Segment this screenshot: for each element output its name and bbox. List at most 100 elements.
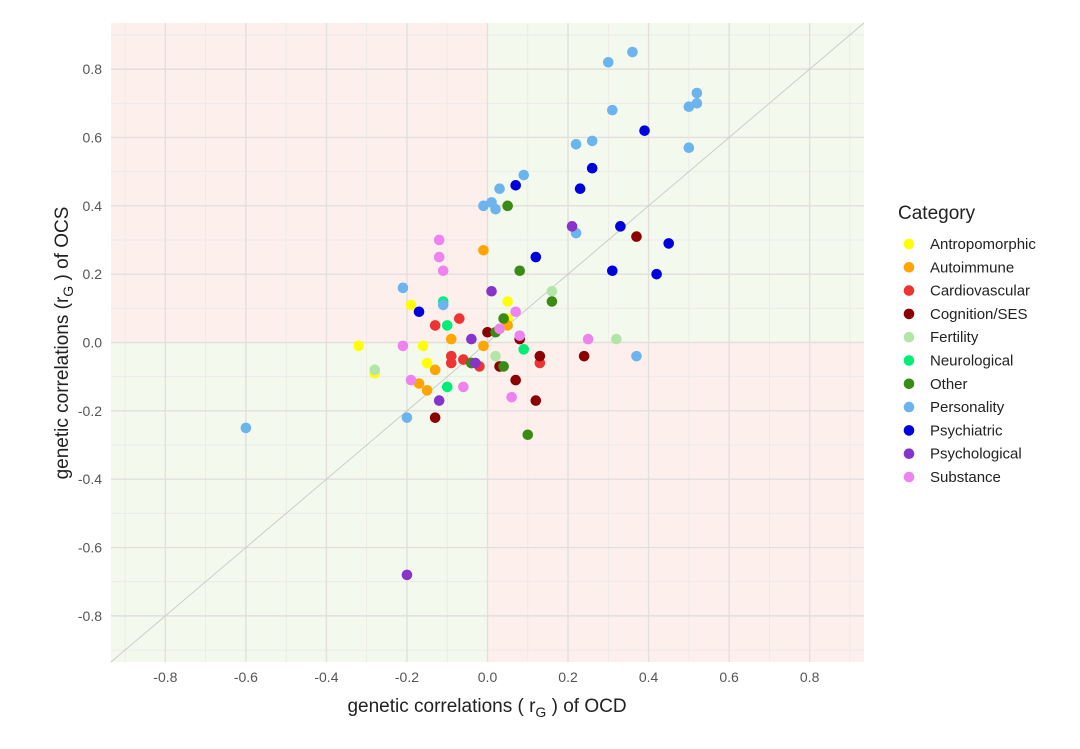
legend-label: Substance <box>930 469 1001 486</box>
point-personality <box>691 98 703 109</box>
point-psychological <box>433 395 445 406</box>
point-substance <box>433 251 445 263</box>
x-tick-label: -0.4 <box>314 669 338 685</box>
legend-label: Other <box>930 376 968 393</box>
point-antropomorphic <box>502 296 513 307</box>
y-tick-label: -0.6 <box>78 540 102 556</box>
legend-title: Category <box>898 203 976 224</box>
point-substance <box>514 330 526 341</box>
point-autoimmune <box>421 385 433 396</box>
legend-label: Psychiatric <box>930 422 1003 439</box>
y-tick-label: 0.8 <box>83 61 103 77</box>
point-psychiatric <box>639 125 650 136</box>
x-tick-label: 0.8 <box>800 669 820 685</box>
point-psychiatric <box>663 238 675 249</box>
point-substance <box>405 374 417 386</box>
point-cognition-ses <box>530 395 542 406</box>
x-tick-label: 0.6 <box>719 669 739 685</box>
legend-swatch <box>903 471 915 483</box>
point-autoimmune <box>413 378 425 389</box>
point-cognition-ses <box>510 374 521 386</box>
legend-label: Autoimmune <box>930 259 1014 276</box>
legend-swatch <box>903 331 915 343</box>
point-antropomorphic <box>421 357 433 369</box>
gridlines <box>111 23 864 662</box>
legend-label: Cardiovascular <box>930 283 1030 300</box>
point-psychiatric <box>586 162 598 174</box>
point-antropomorphic <box>417 340 429 352</box>
point-fertility <box>490 350 501 362</box>
point-cardiovascular <box>458 354 469 365</box>
point-personality <box>683 101 695 113</box>
legend: Antropomorphic Autoimmune Cardiovascular Co… <box>903 236 1036 486</box>
x-tick-label: -0.6 <box>234 669 258 685</box>
point-personality <box>691 87 703 99</box>
point-psychological <box>401 569 413 581</box>
quadrant-bottom-right <box>487 342 864 662</box>
legend-label: Antropomorphic <box>930 236 1036 253</box>
point-substance <box>494 323 505 335</box>
point-substance <box>582 333 594 345</box>
point-psychological <box>566 221 578 232</box>
x-axis-title: genetic correlations ( rG ) of OCD <box>347 696 626 720</box>
point-psychological <box>470 357 481 369</box>
y-tick-label: -0.2 <box>78 403 102 419</box>
y-tick-label: 0.0 <box>83 335 103 351</box>
point-autoimmune <box>478 244 489 256</box>
x-tick-label: 0.2 <box>558 669 578 685</box>
tick-labels: -0.8 -0.6 -0.4 -0.2 0.0 0.2 0.4 0.6 0.8 -0.8 -0.6 -… <box>78 61 820 685</box>
point-cognition-ses <box>482 326 493 338</box>
point-autoimmune <box>445 333 457 345</box>
point-cardiovascular <box>429 320 441 331</box>
legend-label: Neurological <box>930 353 1013 370</box>
legend-label: Psychological <box>930 446 1022 463</box>
point-cognition-ses <box>631 231 642 242</box>
point-cognition-ses <box>578 350 590 362</box>
point-cognition-ses <box>429 412 441 423</box>
point-psychiatric <box>510 180 521 191</box>
point-autoimmune <box>478 340 489 352</box>
point-fertility <box>546 285 558 297</box>
quadrant-top-left <box>111 23 488 343</box>
legend-swatch <box>903 262 915 273</box>
legend-swatch <box>903 401 915 413</box>
point-personality <box>240 422 252 434</box>
point-cardiovascular <box>445 357 457 369</box>
point-personality <box>631 350 642 362</box>
point-substance <box>437 265 449 277</box>
point-neurological <box>441 381 453 393</box>
x-tick-label: -0.8 <box>153 669 177 685</box>
y-tick-label: 0.6 <box>83 129 103 145</box>
legend-swatch <box>903 238 915 250</box>
point-other <box>522 429 534 441</box>
point-psychiatric <box>607 265 618 277</box>
x-tick-label: 0.0 <box>478 669 498 685</box>
point-neurological <box>518 344 530 355</box>
legend-swatch <box>903 285 915 296</box>
point-personality <box>607 104 618 116</box>
point-cardiovascular <box>454 313 465 324</box>
y-tick-label: 0.4 <box>83 198 103 214</box>
point-substance <box>433 234 445 246</box>
point-personality <box>683 142 695 154</box>
y-tick-label: -0.4 <box>78 471 102 487</box>
legend-swatch <box>903 355 915 366</box>
point-fertility <box>611 333 622 345</box>
legend-swatch <box>903 425 915 436</box>
y-axis-title: genetic correlations (rG ) of OCS <box>52 207 76 480</box>
point-personality <box>397 282 409 294</box>
point-personality <box>627 46 638 58</box>
point-substance <box>506 391 517 403</box>
x-tick-label: -0.2 <box>395 669 419 685</box>
point-psychiatric <box>413 306 425 318</box>
point-autoimmune <box>429 364 441 376</box>
point-antropomorphic <box>353 340 364 352</box>
point-psychiatric <box>574 183 586 195</box>
point-cognition-ses <box>534 350 546 362</box>
point-personality <box>518 169 530 181</box>
legend-swatch <box>903 378 915 390</box>
legend-label: Personality <box>930 399 1005 416</box>
point-psychological <box>486 285 497 297</box>
y-tick-label: 0.2 <box>83 266 103 282</box>
x-tick-label: 0.4 <box>639 669 659 685</box>
